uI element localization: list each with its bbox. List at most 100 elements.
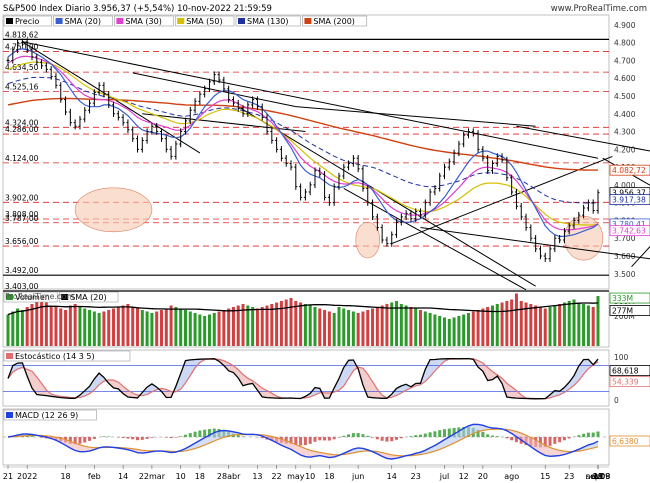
volume-bar: [16, 308, 20, 346]
stoch-fill: [324, 392, 330, 399]
price-level-label: 4.750,00: [5, 43, 39, 52]
macd-histogram-bar: [452, 427, 456, 437]
x-tick-label: ago: [504, 472, 519, 481]
stoch-legend-label: Estocástico (14 3 5): [15, 352, 95, 361]
volume-bar: [327, 311, 331, 346]
macd-histogram-bar: [423, 433, 427, 437]
price-legend-box: [53, 15, 113, 27]
volume-bar: [126, 304, 130, 346]
price-legend-label: SMA (20): [65, 17, 101, 26]
x-tick-label: 15: [540, 472, 550, 481]
volume-bar: [265, 305, 269, 346]
macd-histogram-bar: [131, 437, 135, 440]
volume-bar: [30, 304, 34, 346]
stoch-fill: [113, 380, 119, 389]
volume-bar: [251, 307, 255, 346]
macd-value-tag: 6,6380: [612, 437, 639, 446]
macd-histogram-bar: [198, 430, 202, 437]
volume-bar: [217, 311, 221, 346]
volume-bar: [466, 313, 470, 346]
stochastic-layer: 100 0 68,618 54,339 Estocástico (14 3 5): [3, 350, 650, 405]
trend-line: [295, 106, 536, 127]
volume-bar: [313, 307, 317, 346]
volume-bar: [524, 302, 528, 346]
volume-bar: [385, 304, 389, 346]
trend-line: [631, 245, 650, 268]
volume-bar: [25, 307, 29, 346]
stoch-fill: [247, 378, 253, 385]
macd-fill: [554, 449, 560, 456]
price-tick-label: 3.700: [614, 234, 636, 243]
volume-bar: [174, 307, 178, 346]
macd-histogram-bar: [78, 437, 82, 444]
price-tick-label: 4.900: [614, 21, 636, 30]
macd-histogram-bar: [323, 437, 327, 441]
x-tick-label: 18: [324, 472, 334, 481]
volume-bar: [419, 310, 423, 346]
x-tick-label: 13: [252, 472, 262, 481]
volume-bar: [169, 305, 173, 346]
macd-histogram-bar: [140, 437, 144, 440]
price-legend-box: [174, 15, 235, 27]
x-tick-label: 14: [387, 472, 397, 481]
x-tick-label: 22: [272, 472, 282, 481]
macd-histogram-bar: [591, 432, 595, 437]
macd-histogram-bar: [586, 432, 590, 437]
x-tick-label: 10: [305, 472, 315, 481]
volume-bar: [227, 308, 231, 346]
macd-histogram-bar: [390, 437, 394, 442]
volume-legend-label: Volumen: [15, 293, 50, 302]
stoch-fill: [190, 359, 196, 376]
macd-fill: [478, 424, 483, 432]
x-tick-label: oct: [592, 472, 604, 481]
volume-bar: [414, 308, 418, 346]
macd-histogram-bar: [428, 432, 432, 437]
price-legend-label: SMA (200): [313, 17, 355, 26]
macd-fill: [458, 428, 464, 441]
macd-histogram-bar: [486, 434, 490, 437]
price-panel[interactable]: [2, 14, 610, 290]
x-tick-label: 20: [478, 472, 488, 481]
volume-bar: [231, 307, 235, 346]
volume-bar: [112, 308, 116, 346]
macd-histogram-bar: [260, 437, 264, 439]
price-legend-swatch: [238, 18, 245, 24]
stochastic-panel[interactable]: [2, 349, 610, 407]
volume-bar: [323, 310, 327, 346]
highlight-ellipse: [355, 221, 381, 259]
stoch-fill: [372, 381, 378, 398]
macd-fill: [468, 424, 474, 436]
volume-bar: [203, 316, 207, 346]
macd-fill: [535, 440, 541, 454]
macd-histogram-bar: [567, 437, 571, 439]
price-tick-label: 4.000: [614, 181, 636, 190]
volume-bar: [59, 308, 63, 346]
price-value-tag-box: [609, 225, 650, 237]
volume-bar: [375, 307, 379, 346]
volume-bar: [514, 293, 518, 346]
volume-bar: [409, 307, 413, 346]
price-value-tag-box: [609, 194, 650, 205]
volume-bar: [586, 305, 590, 346]
price-legend-label: Precio: [15, 17, 39, 26]
macd-histogram-bar: [419, 434, 423, 437]
stoch-fill: [583, 359, 589, 375]
volume-bar: [577, 302, 581, 346]
volume-bar: [116, 307, 120, 346]
volume-bar: [447, 319, 451, 346]
volume-bar: [78, 307, 82, 346]
x-tick-label: 23: [411, 472, 421, 481]
volume-bar: [361, 311, 365, 346]
volume-bar: [212, 313, 216, 346]
macd-histogram-bar: [40, 437, 44, 438]
volume-bar: [193, 313, 197, 346]
x-tick-label: 23: [564, 472, 574, 481]
stoch-tick-label: 100: [614, 353, 629, 362]
x-tick-label: 10: [176, 472, 186, 481]
macd-histogram-bar: [121, 437, 125, 438]
volume-bar: [207, 314, 211, 346]
trend-line: [237, 106, 536, 287]
macd-histogram-bar: [505, 437, 509, 439]
volume-bar: [260, 307, 264, 346]
